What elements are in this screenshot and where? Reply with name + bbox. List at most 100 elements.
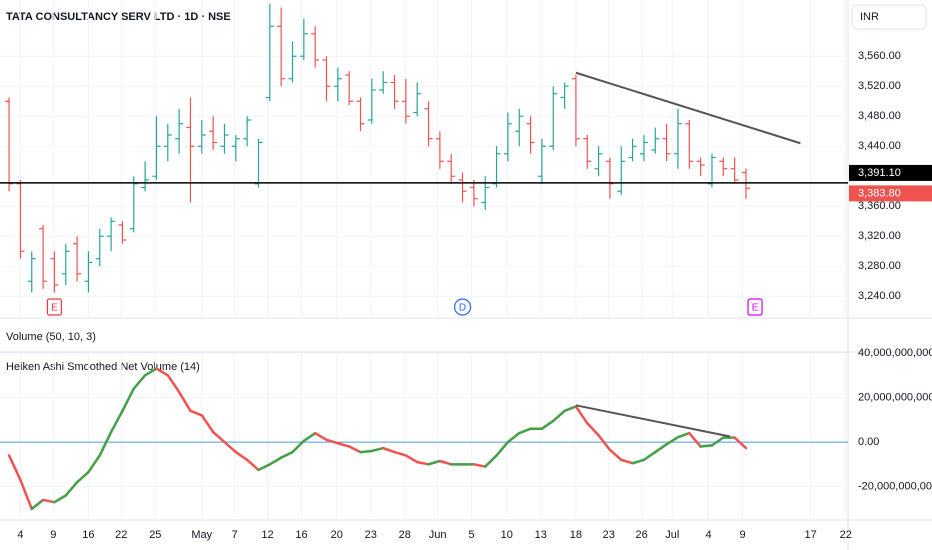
- indicator-segment: [87, 454, 102, 474]
- y-tick-label: -20,000,000,000.00: [858, 481, 932, 493]
- indicator-title: Heiken Ashi Smoothed Net Volume (14): [6, 361, 200, 373]
- x-tick-label: 7: [232, 529, 238, 541]
- y-tick-label: 3,560.00: [858, 50, 901, 62]
- x-tick-label: 9: [50, 529, 56, 541]
- indicator-segment: [620, 458, 634, 465]
- indicator-segment: [53, 494, 68, 504]
- indicator-segment: [586, 421, 600, 437]
- indicator-segment: [483, 454, 498, 468]
- x-tick-label: 18: [570, 529, 582, 541]
- indicator-segment: [132, 374, 147, 390]
- indicator-segment: [472, 463, 487, 468]
- indicator-segment: [551, 409, 566, 423]
- x-tick-label: 20: [331, 529, 343, 541]
- x-tick-label: 28: [399, 529, 411, 541]
- trend-line: [575, 404, 731, 438]
- price-label: 3,383.80: [858, 187, 901, 199]
- indicator-segment: [404, 454, 419, 464]
- indicator-segment: [710, 436, 725, 447]
- indicator-segment: [234, 450, 249, 462]
- indicator-segment: [30, 498, 45, 511]
- indicator-segment: [597, 434, 612, 452]
- x-tick-label: 23: [603, 529, 615, 541]
- x-tick-label: 17: [804, 529, 816, 541]
- indicator-segment: [438, 459, 453, 466]
- indicator-segment: [223, 440, 238, 454]
- y-tick-label: 3,440.00: [858, 140, 901, 152]
- indicator-segment: [109, 409, 124, 434]
- indicator-segment: [268, 456, 283, 466]
- event-marker: [453, 298, 472, 316]
- indicator-segment: [631, 458, 646, 465]
- indicator-segment: [370, 446, 385, 453]
- indicator-segment: [574, 405, 589, 425]
- y-tick-label: 3,480.00: [858, 110, 901, 122]
- indicator-segment: [279, 450, 294, 459]
- indicator-segment: [654, 443, 668, 454]
- indicator-segment: [347, 445, 362, 454]
- indicator-segment: [121, 387, 136, 413]
- price-label-box: [849, 185, 932, 202]
- indicator-segment: [506, 431, 521, 444]
- indicator-segment: [177, 390, 192, 413]
- y-tick-label: 20,000,000,000.00: [858, 391, 932, 403]
- indicator-segment: [75, 470, 90, 484]
- x-tick-label: 16: [295, 529, 307, 541]
- y-tick-label: 3,320.00: [858, 230, 901, 242]
- x-tick-label: 25: [149, 529, 161, 541]
- event-marker: [747, 298, 763, 316]
- x-tick-label: 12: [261, 529, 273, 541]
- indicator-segment: [64, 480, 79, 497]
- x-tick-label: Jul: [665, 529, 679, 541]
- x-tick-label: 4: [17, 529, 23, 541]
- indicator-segment: [676, 431, 691, 439]
- indicator-segment: [608, 448, 623, 462]
- indicator-segment: [517, 427, 532, 435]
- y-tick-label: 3,240.00: [858, 290, 901, 302]
- currency[interactable]: INR: [860, 11, 879, 23]
- indicator-segment: [427, 459, 442, 466]
- event-marker: [46, 298, 63, 316]
- x-tick-label: 23: [365, 529, 377, 541]
- indicator-segment: [393, 450, 408, 457]
- x-tick-label: 10: [501, 529, 513, 541]
- indicator-segment: [291, 439, 306, 454]
- indicator-segment: [325, 438, 340, 445]
- indicator-segment: [699, 444, 714, 448]
- y-tick-label: 0.00: [858, 436, 879, 448]
- indicator-segment: [302, 431, 317, 443]
- indicator-segment: [540, 419, 555, 430]
- indicator-segment: [415, 460, 430, 466]
- x-tick-label: 16: [82, 529, 94, 541]
- indicator-segment: [143, 367, 158, 377]
- indicator-segment: [200, 414, 215, 434]
- volume-title: Volume (50, 10, 3): [6, 331, 96, 343]
- trend-line: [575, 71, 801, 145]
- y-tick-label: 40,000,000,000.00: [858, 347, 932, 359]
- indicator-segment: [359, 449, 374, 454]
- x-tick-label: 22: [840, 529, 852, 541]
- x-tick-label: 9: [740, 529, 746, 541]
- x-tick-label: 13: [535, 529, 547, 541]
- indicator-segment: [495, 440, 510, 457]
- indicator-segment: [336, 441, 351, 448]
- y-tick-label: 3,520.00: [858, 80, 901, 92]
- indicator-segment: [155, 367, 170, 377]
- event-label: E: [752, 303, 759, 314]
- x-tick-label: 26: [636, 529, 648, 541]
- indicator-segment: [166, 374, 181, 394]
- indicator-segment: [688, 431, 702, 448]
- indicator-segment: [41, 498, 56, 504]
- indicator-segment: [189, 409, 204, 417]
- x-tick-label: May: [191, 529, 212, 541]
- chart-title: TATA CONSULTANCY SERV LTD · 1D · NSE: [6, 11, 231, 23]
- indicator-segment: [211, 430, 226, 444]
- currency-button[interactable]: [851, 4, 927, 30]
- indicator-segment: [642, 450, 657, 462]
- indicator-segment: [245, 458, 260, 472]
- event-label: E: [51, 303, 58, 314]
- price-label: 3,391.10: [858, 167, 901, 179]
- indicator-segment: [665, 435, 680, 446]
